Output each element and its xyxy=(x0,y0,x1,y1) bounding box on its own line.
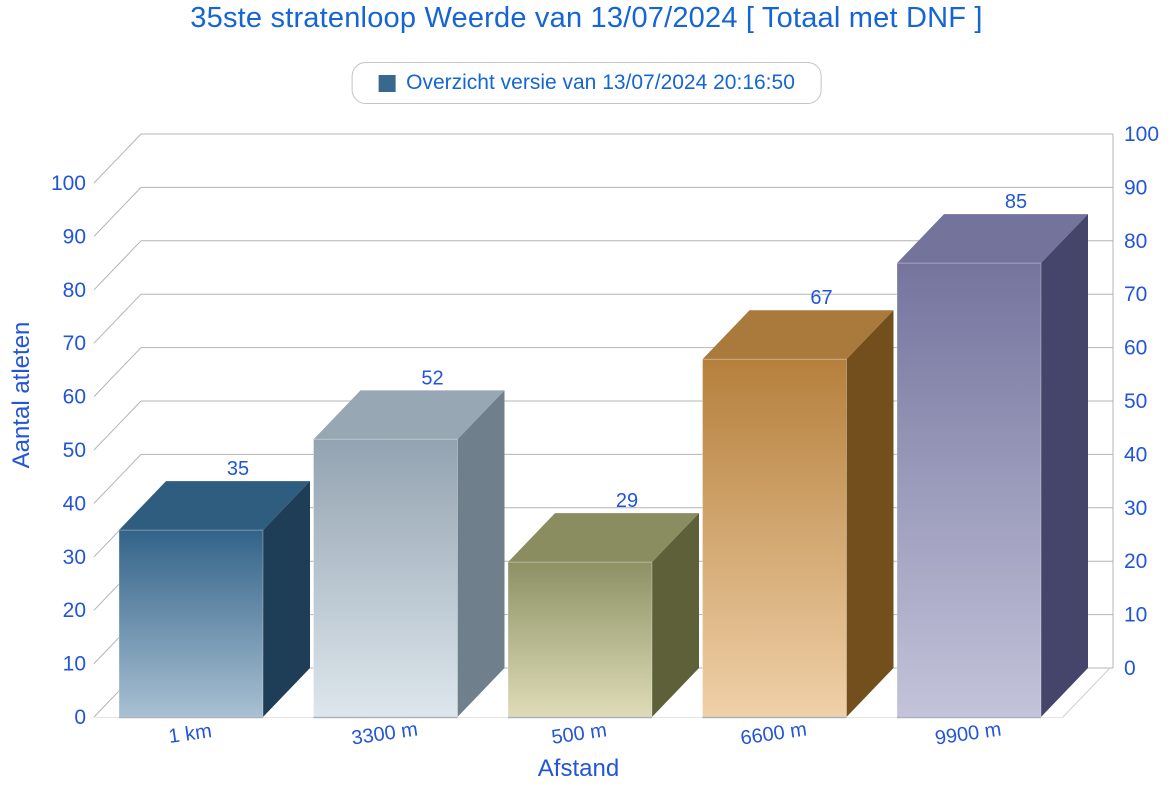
bar-side-face xyxy=(457,390,505,717)
bar-front-face xyxy=(507,561,653,718)
y-tick-label-left: 30 xyxy=(63,546,86,569)
y-tick-label-right: 70 xyxy=(1124,283,1147,306)
x-category-label: 500 m xyxy=(550,719,608,749)
y-tick-label-right: 50 xyxy=(1124,390,1147,413)
side-wall-gridline xyxy=(93,133,142,184)
bar-side-face xyxy=(652,513,699,717)
bar-top-face xyxy=(702,310,894,360)
y-tick-label-right: 10 xyxy=(1124,604,1147,627)
legend: Overzicht versie van 13/07/2024 20:16:50 xyxy=(351,62,822,104)
bar-top-face xyxy=(119,481,310,531)
x-axis-title: Afstand xyxy=(537,755,620,782)
side-wall-gridline xyxy=(93,400,142,451)
bar-top-face xyxy=(313,390,505,440)
y-tick-label-left: 10 xyxy=(63,653,86,676)
y-tick-label-left: 70 xyxy=(63,332,86,355)
bar-front-face xyxy=(702,358,847,718)
side-wall-gridline xyxy=(93,187,142,237)
bar-top-face xyxy=(508,513,699,563)
floor-right-edge xyxy=(1062,667,1111,718)
y-tick-label-left: 90 xyxy=(63,225,86,248)
bar-side-face xyxy=(846,310,894,717)
bar-side-face xyxy=(1041,214,1088,717)
chart-title: 35ste stratenloop Weerde van 13/07/2024 … xyxy=(190,2,983,34)
y-tick-label-left: 0 xyxy=(74,706,86,729)
bar-value-label: 29 xyxy=(616,490,638,512)
legend-label: Overzicht versie van 13/07/2024 20:16:50 xyxy=(406,71,795,94)
y-tick-label-left: 100 xyxy=(51,172,86,195)
y-tick-label-left: 50 xyxy=(63,439,86,462)
y-tick-label-right: 60 xyxy=(1124,337,1147,360)
side-wall-gridline xyxy=(93,454,142,504)
bar-top-face xyxy=(897,214,1088,264)
y-tick-label-right: 100 xyxy=(1124,123,1159,146)
bar-value-label: 67 xyxy=(810,287,832,309)
bar-side-face xyxy=(263,481,310,717)
x-category-label: 9900 m xyxy=(934,719,1003,750)
y-tick-label-right: 0 xyxy=(1124,657,1136,680)
y-tick-label-right: 20 xyxy=(1124,550,1147,573)
bar-value-label: 52 xyxy=(421,367,443,389)
y-tick-label-right: 80 xyxy=(1124,230,1147,253)
bar-front-face xyxy=(896,262,1042,718)
y-tick-label-right: 90 xyxy=(1124,176,1147,199)
y-tick-label-left: 40 xyxy=(63,492,86,515)
bar-front-face xyxy=(313,438,458,718)
x-category-label: 6600 m xyxy=(739,719,808,750)
side-wall-gridline xyxy=(93,293,142,344)
side-wall-gridline xyxy=(93,347,142,397)
y-tick-label-left: 20 xyxy=(63,599,86,622)
bar-front-face xyxy=(118,529,264,718)
y-tick-label-left: 80 xyxy=(63,279,86,302)
bar-value-label: 85 xyxy=(1005,191,1027,213)
y-tick-label-right: 30 xyxy=(1124,497,1147,520)
bar-value-label: 35 xyxy=(227,458,249,480)
x-category-label: 1 km xyxy=(167,720,213,748)
y-tick-label-right: 40 xyxy=(1124,443,1147,466)
side-wall-gridline xyxy=(93,240,142,291)
x-category-label: 3300 m xyxy=(350,719,419,750)
legend-marker-icon xyxy=(378,74,396,92)
y-tick-label-left: 60 xyxy=(63,386,86,409)
